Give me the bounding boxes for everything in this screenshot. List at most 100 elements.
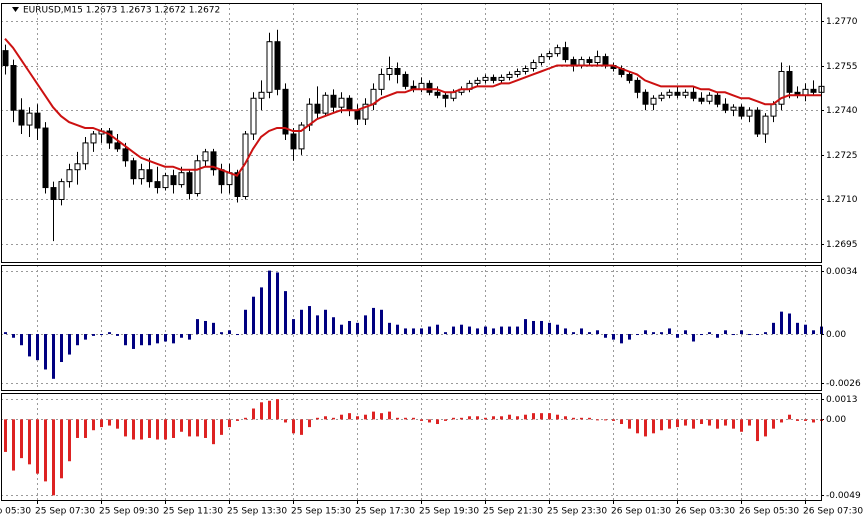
histogram-bar bbox=[612, 334, 615, 340]
histogram-bar bbox=[268, 270, 271, 335]
histogram-bar bbox=[188, 419, 191, 437]
candle-body bbox=[426, 82, 433, 93]
histogram-bar bbox=[300, 309, 303, 335]
histogram-bar bbox=[116, 419, 119, 429]
chart-title: EURUSD,M15 1.2673 1.2673 1.2672 1.2672 bbox=[23, 6, 220, 16]
histogram-bar bbox=[484, 326, 487, 335]
candle-body bbox=[434, 91, 441, 96]
histogram-bar bbox=[28, 334, 31, 357]
histogram-bar bbox=[716, 334, 719, 338]
histogram-bar bbox=[580, 328, 583, 335]
histogram-bar bbox=[764, 419, 767, 437]
x-tick-label: 25 Sep 05:30 bbox=[0, 507, 31, 517]
y-tick-label: 1.2710 bbox=[826, 195, 858, 205]
histogram-bar bbox=[572, 417, 575, 420]
histogram-bar bbox=[444, 419, 447, 421]
y-tick-label: 1.2755 bbox=[826, 62, 858, 72]
histogram-bar bbox=[260, 402, 263, 420]
histogram-bar bbox=[556, 414, 559, 420]
histogram-bar bbox=[4, 419, 7, 452]
histogram-bar bbox=[780, 311, 783, 335]
histogram-bar bbox=[308, 419, 311, 428]
histogram-bar bbox=[708, 419, 711, 426]
histogram-bar bbox=[660, 332, 663, 335]
histogram-bar bbox=[28, 419, 31, 465]
candle-body bbox=[626, 73, 633, 81]
candle-body bbox=[658, 94, 665, 99]
histogram-bar bbox=[20, 419, 23, 459]
histogram-bar bbox=[636, 419, 639, 434]
histogram-bar bbox=[252, 408, 255, 420]
candle-body bbox=[2, 50, 9, 67]
histogram-bar bbox=[316, 315, 319, 335]
candle-body bbox=[322, 94, 329, 114]
histogram-bar bbox=[532, 320, 535, 335]
histogram-bar bbox=[276, 399, 279, 420]
x-tick-label: 26 Sep 05:30 bbox=[739, 507, 799, 517]
histogram-bar bbox=[100, 334, 103, 336]
histogram-bar bbox=[220, 419, 223, 435]
histogram-bar bbox=[340, 414, 343, 420]
histogram-bar bbox=[692, 334, 695, 342]
histogram-bar bbox=[332, 417, 335, 420]
candle-body bbox=[546, 53, 553, 58]
histogram-bar bbox=[452, 417, 455, 420]
y-tick-label: 1.2740 bbox=[826, 106, 858, 116]
histogram-bar bbox=[764, 332, 767, 335]
candle-body bbox=[34, 112, 41, 129]
histogram-bar bbox=[620, 334, 623, 344]
histogram-bar bbox=[44, 334, 47, 370]
histogram-bar bbox=[588, 332, 591, 335]
histogram-bar bbox=[468, 326, 471, 335]
candle-body bbox=[210, 151, 217, 171]
histogram-bar bbox=[628, 334, 631, 340]
histogram-bar bbox=[316, 417, 319, 420]
candle-body bbox=[666, 91, 673, 96]
histogram-bar bbox=[164, 334, 167, 342]
candle-body bbox=[754, 109, 761, 135]
histogram-bar bbox=[356, 322, 359, 335]
candle-body bbox=[170, 175, 177, 186]
x-tick-label: 25 Sep 19:30 bbox=[419, 507, 479, 517]
histogram-bar bbox=[724, 330, 727, 335]
histogram-bar bbox=[260, 287, 263, 335]
candle-body bbox=[18, 109, 25, 126]
candle-body bbox=[762, 115, 769, 135]
histogram-bar bbox=[436, 419, 439, 425]
histogram-bar bbox=[652, 419, 655, 434]
candle-body bbox=[250, 97, 257, 135]
candle-body bbox=[330, 94, 337, 108]
histogram-bar bbox=[516, 416, 519, 420]
histogram-bar bbox=[76, 334, 79, 346]
histogram-bar bbox=[212, 419, 215, 445]
histogram-bar bbox=[668, 419, 671, 429]
x-tick-label: 25 Sep 23:30 bbox=[547, 507, 607, 517]
histogram-bar bbox=[636, 334, 639, 336]
histogram-bar bbox=[748, 334, 751, 336]
histogram-bar bbox=[148, 419, 151, 438]
histogram-bar bbox=[132, 334, 135, 349]
histogram-bar bbox=[588, 417, 591, 420]
candle-body bbox=[82, 142, 89, 165]
histogram-bar bbox=[492, 416, 495, 420]
histogram-bar bbox=[172, 419, 175, 438]
histogram-bar bbox=[332, 317, 335, 335]
histogram-bar bbox=[292, 319, 295, 335]
histogram-bar bbox=[524, 319, 527, 335]
histogram-bar bbox=[348, 320, 351, 335]
histogram-bar bbox=[68, 334, 71, 355]
candle-body bbox=[650, 97, 657, 105]
menu-arrow[interactable] bbox=[12, 7, 19, 12]
histogram-bar bbox=[812, 330, 815, 335]
histogram-bar bbox=[92, 334, 95, 336]
histogram-bar bbox=[388, 411, 391, 420]
histogram-bar bbox=[324, 309, 327, 335]
histogram-bar bbox=[500, 326, 503, 335]
candle-body bbox=[386, 67, 393, 75]
histogram-bar bbox=[516, 326, 519, 335]
histogram-bar bbox=[124, 334, 127, 346]
y-tick-label: 1.2770 bbox=[826, 17, 858, 27]
histogram-bar bbox=[796, 419, 799, 421]
histogram-bar bbox=[548, 322, 551, 335]
